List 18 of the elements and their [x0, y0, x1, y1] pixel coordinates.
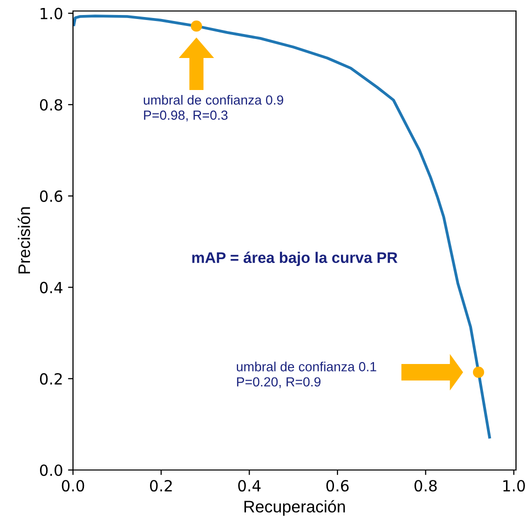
x-tick-label: 0.8	[414, 480, 437, 492]
annotation: umbral de confianza 0.9 P=0.98, R=0.3	[144, 94, 284, 122]
y-tick-label: 0.8	[40, 99, 62, 111]
y-axis-title: Precisión	[18, 207, 30, 274]
annotation: umbral de confianza 0.1 P=0.20, R=0.9	[236, 362, 376, 388]
y-tick-label: 0.0	[40, 464, 62, 476]
annotation: mAP = área bajo la curva PR	[192, 252, 398, 266]
x-tick-label: 0.2	[150, 480, 172, 492]
y-tick-label: 1.0	[40, 8, 62, 20]
x-tick-label: 0.6	[326, 480, 349, 492]
x-tick-label: 0.4	[238, 480, 261, 492]
line-series	[73, 14, 491, 439]
y-tick-label: 0.4	[40, 282, 62, 294]
y-tick-label: 0.2	[40, 373, 62, 385]
x-tick-label: 0.0	[62, 480, 84, 492]
x-tick-label: 1.0	[503, 480, 525, 492]
x-axis-title: Recuperación	[244, 500, 345, 516]
y-tick-label: 0.6	[40, 190, 62, 202]
